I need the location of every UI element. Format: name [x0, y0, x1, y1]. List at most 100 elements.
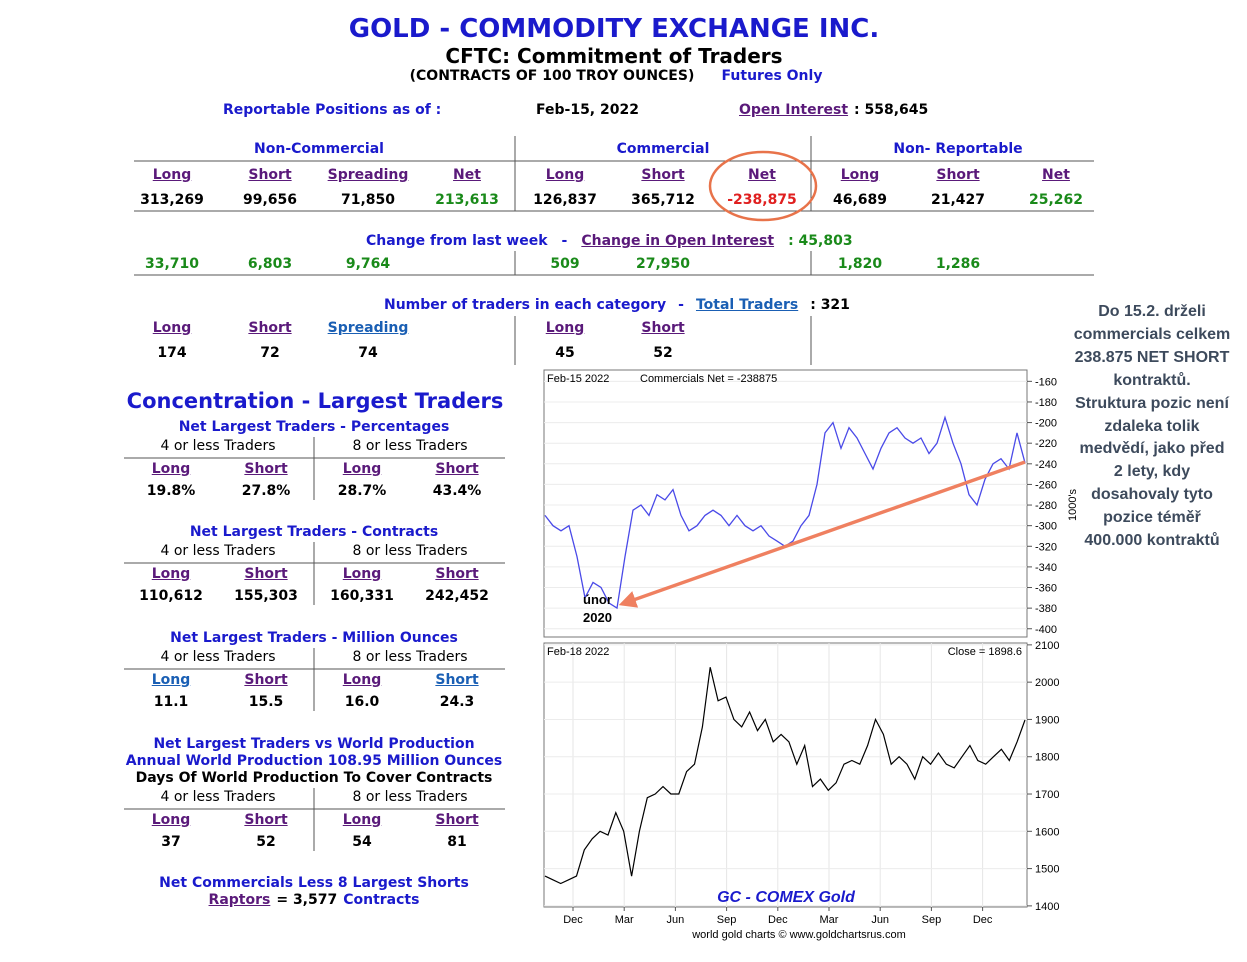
column-header[interactable]: Long — [151, 461, 191, 477]
column-header[interactable]: Short — [641, 167, 685, 183]
column-header[interactable]: Net — [1042, 167, 1070, 183]
highlight-circle — [708, 150, 818, 222]
column-header[interactable]: Short — [936, 167, 980, 183]
note-line: 238.875 NET SHORT — [1074, 348, 1230, 366]
futures-only: Futures Only — [721, 68, 823, 84]
plot-frame — [543, 369, 1028, 638]
raptors-unit: Contracts — [343, 892, 420, 908]
price-line — [544, 667, 1026, 885]
trader-count: 52 — [653, 345, 673, 361]
chart-credit: world gold charts © www.goldchartsrus.co… — [691, 929, 906, 941]
column-header[interactable]: Short — [435, 672, 479, 688]
position-value: 46,689 — [832, 192, 888, 208]
note-line: medvědí, jako před — [1079, 440, 1225, 458]
column-header[interactable]: Long — [342, 672, 382, 688]
position-value: 21,427 — [930, 192, 986, 208]
change-value: 1,286 — [935, 256, 981, 272]
y-tick-label: 2000 — [1035, 677, 1059, 689]
change-value: 6,803 — [247, 256, 293, 272]
open-interest-value: : 558,645 — [854, 102, 929, 118]
chart-header: Close = 1898.6 — [948, 646, 1022, 658]
column-header[interactable]: Long — [152, 320, 192, 336]
column-header[interactable]: Net — [748, 167, 776, 183]
trader-count: 174 — [157, 345, 187, 361]
y-tick-label: -400 — [1035, 624, 1057, 636]
total-traders-link[interactable]: Total Traders — [695, 297, 799, 313]
x-tick-label: Dec — [563, 914, 583, 926]
footer-row: Raptors = 3,577 Contracts — [209, 891, 420, 909]
chart-date: Feb-18 2022 — [547, 646, 609, 658]
change-oi-link[interactable]: Change in Open Interest — [581, 233, 775, 249]
x-tick-label: Dec — [768, 914, 788, 926]
y-tick-label: -360 — [1035, 583, 1057, 595]
note-line: Struktura pozic není — [1075, 394, 1229, 412]
group-header: Commercial — [616, 141, 710, 157]
column-header[interactable]: Spreading — [327, 167, 409, 183]
column-header[interactable]: Short — [244, 461, 288, 477]
sub-header: 8 or less Traders — [352, 789, 468, 805]
concentration-value: 110,612 — [139, 588, 203, 604]
y-tick-label: -340 — [1035, 562, 1057, 574]
report-date: Feb-15, 2022 — [536, 102, 639, 118]
column-header[interactable]: Short — [435, 461, 479, 477]
column-header[interactable]: Net — [453, 167, 481, 183]
sub-header: 4 or less Traders — [160, 543, 276, 559]
raptors-value: = 3,577 — [276, 892, 338, 908]
column-header[interactable]: Long — [151, 672, 191, 688]
y-tick-label: 1900 — [1035, 714, 1059, 726]
column-header[interactable]: Long — [342, 812, 382, 828]
note-line: Do 15.2. drželi — [1098, 303, 1206, 320]
position-value: 126,837 — [533, 192, 597, 208]
column-header[interactable]: Short — [248, 167, 292, 183]
column-header[interactable]: Short — [435, 812, 479, 828]
concentration-value: 24.3 — [439, 694, 475, 710]
y-axis-label: 1000's — [1067, 488, 1079, 521]
open-interest-link[interactable]: Open Interest — [739, 102, 849, 118]
column-header[interactable]: Long — [545, 320, 585, 336]
concentration-value: 43.4% — [432, 483, 482, 499]
column-header[interactable]: Spreading — [327, 320, 409, 336]
column-header[interactable]: Long — [151, 812, 191, 828]
concentration-value: 27.8% — [241, 483, 291, 499]
y-tick-label: -280 — [1035, 500, 1057, 512]
raptors-link[interactable]: Raptors — [208, 892, 271, 908]
change-oi-value: : 45,803 — [788, 233, 853, 249]
x-tick-label: Dec — [973, 914, 993, 926]
chart-caption: GC - COMEX Gold — [717, 889, 856, 906]
column-header[interactable]: Long — [152, 167, 192, 183]
y-tick-label: -240 — [1035, 459, 1057, 471]
trend-arrow — [618, 460, 1026, 608]
concentration-value: 52 — [256, 834, 276, 850]
column-header[interactable]: Short — [244, 566, 288, 582]
column-header[interactable]: Short — [244, 672, 288, 688]
x-tick-label: Sep — [922, 914, 942, 926]
column-header[interactable]: Long — [545, 167, 585, 183]
concentration-value: 19.8% — [146, 483, 196, 499]
sub-header: 4 or less Traders — [160, 649, 276, 665]
column-header[interactable]: Long — [840, 167, 880, 183]
subtitle: CFTC: Commitment of Traders — [445, 44, 783, 68]
trader-count: 45 — [555, 345, 575, 361]
change-header: Change from last week - Change in Open Int… — [366, 232, 853, 250]
y-tick-label: -320 — [1035, 541, 1057, 553]
y-tick-label: 1400 — [1035, 901, 1059, 913]
open-interest: Open Interest : 558,645 — [739, 101, 928, 119]
note-line: pozice téměř — [1103, 509, 1201, 527]
traders-title: Number of traders in each category — [384, 297, 667, 313]
change-value: 9,764 — [345, 256, 391, 272]
column-header[interactable]: Short — [435, 566, 479, 582]
concentration-value: 15.5 — [248, 694, 284, 710]
column-header[interactable]: Short — [244, 812, 288, 828]
concentration-value: 155,303 — [234, 588, 298, 604]
concentration-value: 37 — [161, 834, 181, 850]
column-header[interactable]: Short — [248, 320, 292, 336]
column-header[interactable]: Long — [342, 461, 382, 477]
x-tick-label: Mar — [615, 914, 634, 926]
column-header[interactable]: Long — [151, 566, 191, 582]
block-title: Annual World Production 108.95 Million O… — [125, 753, 503, 769]
column-header[interactable]: Long — [342, 566, 382, 582]
column-header[interactable]: Short — [641, 320, 685, 336]
change-value: 1,820 — [837, 256, 883, 272]
concentration-value: 28.7% — [337, 483, 387, 499]
concentration-value: 16.0 — [344, 694, 380, 710]
